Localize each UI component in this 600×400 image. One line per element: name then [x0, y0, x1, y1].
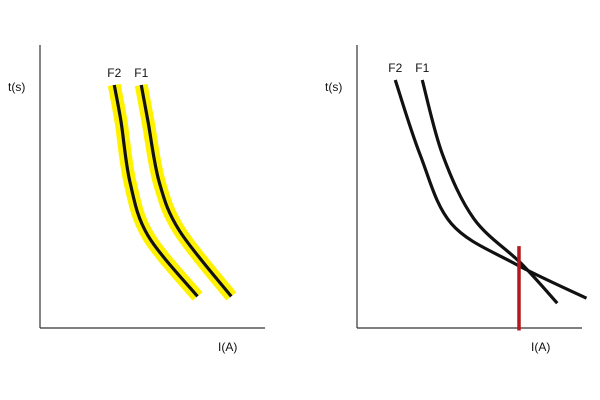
left-f1-highlight: [134, 83, 237, 301]
right-label-f2: F2: [388, 61, 402, 75]
left-label-f1: F1: [134, 66, 148, 80]
left-y-axis-label: t(s): [8, 80, 25, 94]
right-x-axis-label: I(A): [531, 340, 550, 354]
right-label-f1: F1: [415, 61, 429, 75]
right-curve-f1: [420, 79, 559, 305]
left-curve-f2: [112, 84, 199, 298]
right-curve-f2: [393, 79, 588, 300]
left-x-axis-label: I(A): [218, 340, 237, 354]
chart-right: t(s) I(A) F2 F1: [325, 45, 588, 354]
left-label-f2: F2: [107, 66, 121, 80]
right-series-layer: F2 F1: [388, 61, 588, 331]
right-y-axis-label: t(s): [325, 80, 342, 94]
left-curve-f1: [139, 84, 233, 298]
chart-left: t(s) I(A) F2 F1: [8, 45, 265, 354]
left-series-layer: F2 F1: [107, 66, 237, 301]
